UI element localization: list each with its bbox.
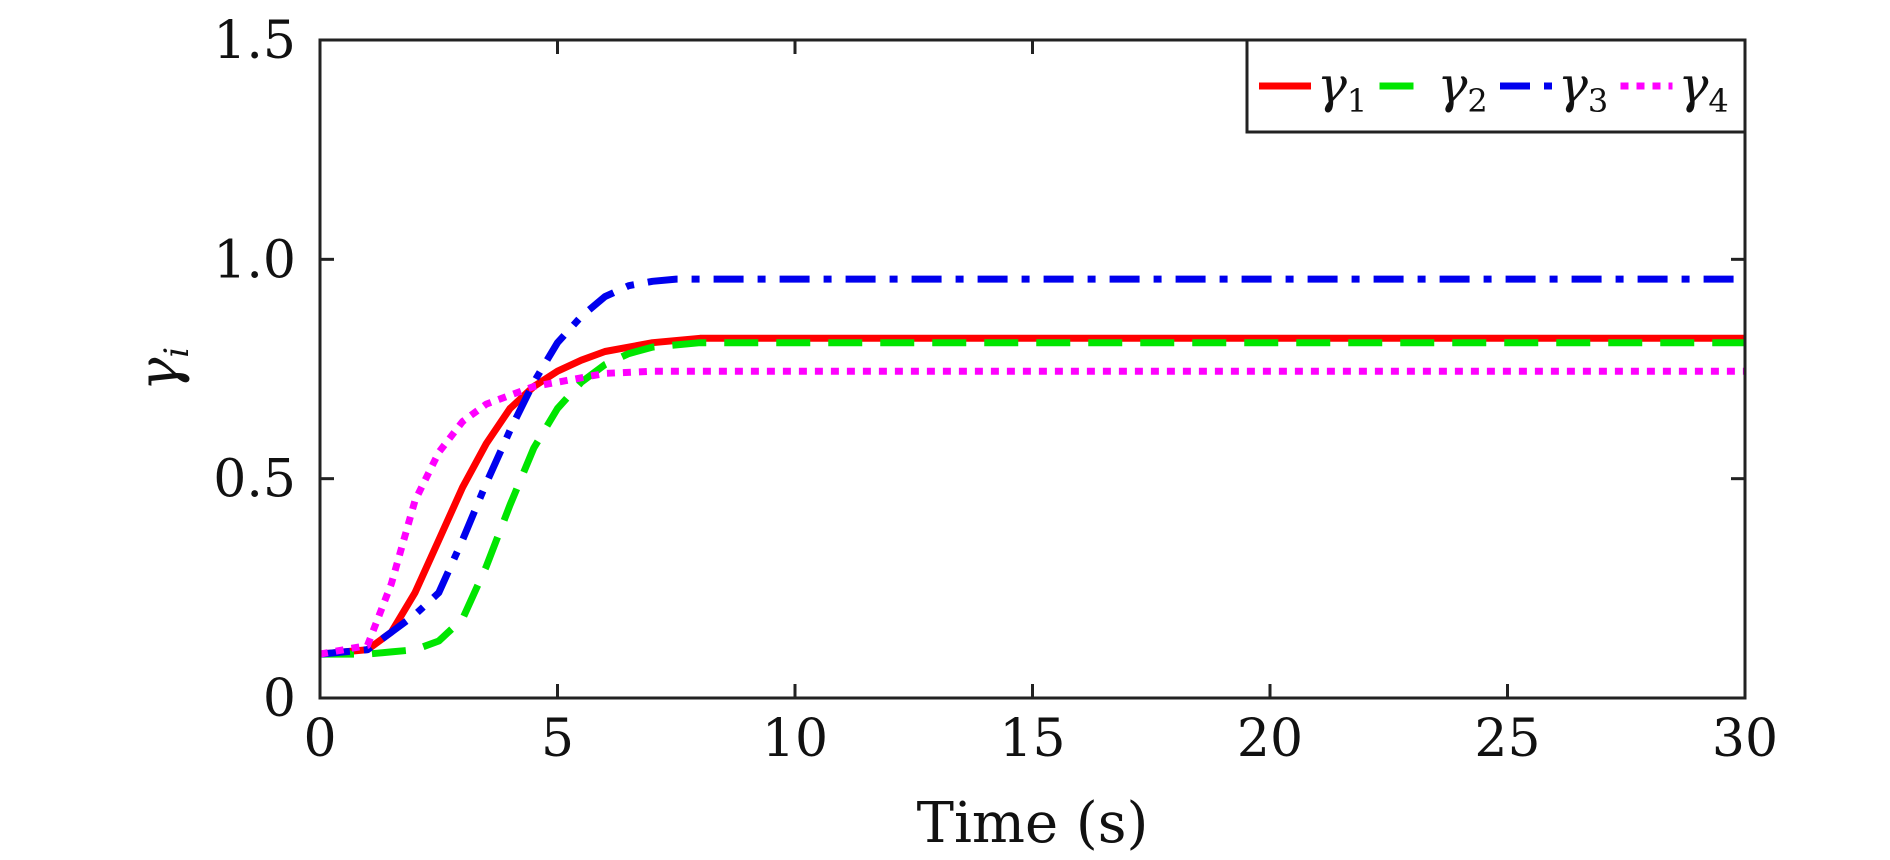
legend-label-2: γ2 [1438, 56, 1488, 120]
legend-box [1245, 38, 1747, 134]
y-tick-label: 1.5 [213, 11, 296, 71]
y-axis-label-symbol: γ [127, 357, 192, 391]
x-tick-label: 15 [999, 709, 1065, 769]
y-tick-label: 0 [263, 669, 296, 729]
y-axis-label-subscript: i [157, 347, 197, 358]
legend: γ1 γ2 γ3 γ4 [1245, 38, 1747, 134]
series-line-3 [319, 275, 1745, 658]
y-tick-label: 0.5 [213, 450, 296, 510]
series-line-2 [320, 339, 1745, 658]
series-line-1 [319, 334, 1745, 658]
legend-label-3: γ3 [1558, 56, 1608, 120]
x-tick-label: 10 [762, 709, 828, 769]
plot-frame [318, 38, 1747, 700]
series-line-4 [319, 367, 1745, 658]
plot-layer [319, 275, 1745, 658]
ticks-layer: 0 5 10 15 20 25 30 0 0.5 1.0 1.5 [213, 11, 1778, 769]
x-tick-label: 25 [1474, 709, 1540, 769]
x-tick-label: 30 [1712, 709, 1778, 769]
x-tick-label: 5 [541, 709, 574, 769]
y-tick-label: 1.0 [213, 230, 296, 290]
y-axis-label: γi [127, 347, 197, 391]
x-tick-label: 0 [303, 709, 336, 769]
x-tick-label: 20 [1237, 709, 1303, 769]
legend-label-1: γ1 [1317, 56, 1367, 120]
x-axis-label: Time (s) [917, 791, 1149, 856]
legend-label-4: γ4 [1679, 56, 1729, 120]
